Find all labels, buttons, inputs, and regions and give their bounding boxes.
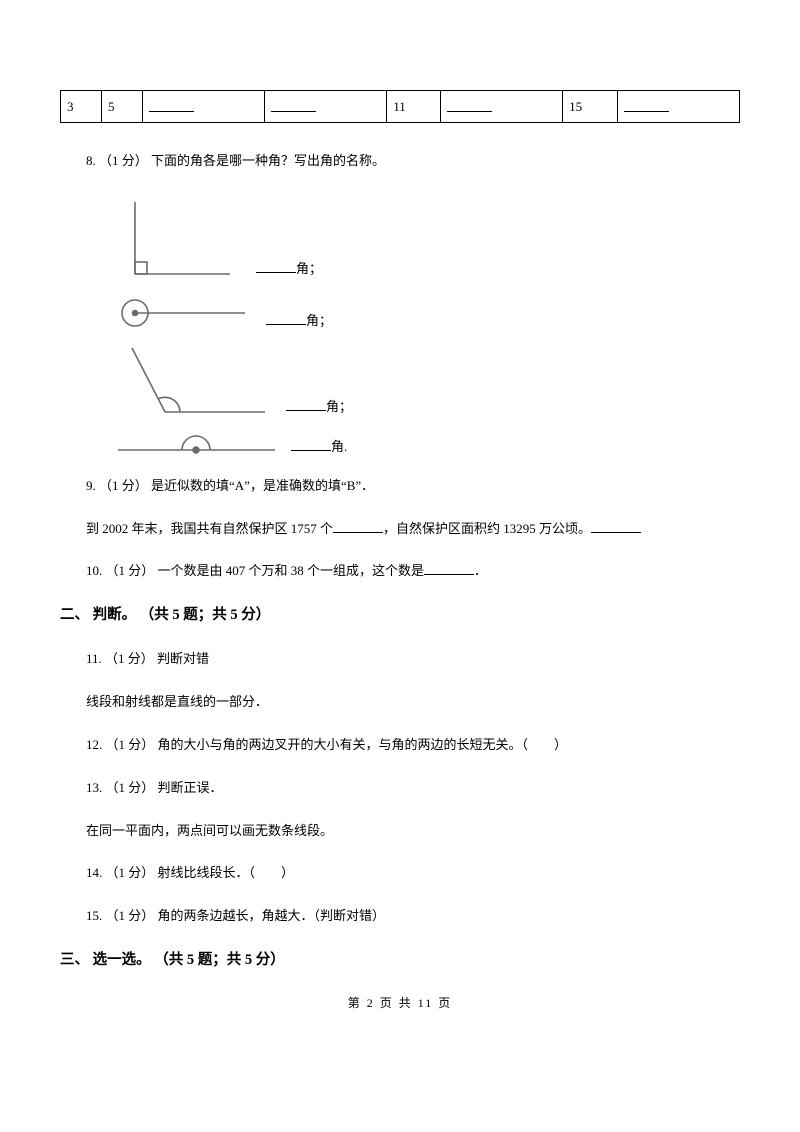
- angle-item-right: 角；: [110, 194, 740, 284]
- angle-label: 角.: [291, 437, 347, 462]
- q-text: ，自然保护区面积约 13295 万公顷。: [383, 521, 591, 536]
- q-text: 判断正误．: [158, 780, 223, 795]
- q-points: （1 分）: [105, 651, 154, 666]
- q-points: （1 分）: [106, 780, 155, 795]
- q-number: 10.: [86, 563, 102, 578]
- blank-input[interactable]: [424, 562, 474, 575]
- section-3-heading: 三、 选一选。 （共 5 题；共 5 分）: [60, 949, 740, 972]
- question-10: 10. （1 分） 一个数是由 407 个万和 38 个一组成，这个数是 ．: [60, 561, 740, 582]
- obtuse-angle-icon: [110, 342, 280, 422]
- q-points: （1 分）: [106, 908, 155, 923]
- q-number: 8.: [86, 153, 96, 168]
- table-cell-blank[interactable]: [617, 91, 739, 123]
- q-number: 11.: [86, 651, 102, 666]
- full-angle-icon: [110, 290, 260, 336]
- question-8: 8. （1 分） 下面的角各是哪一种角？写出角的名称。: [60, 151, 740, 172]
- blank-input[interactable]: [266, 312, 306, 325]
- angle-item-obtuse: 角；: [110, 342, 740, 422]
- q-text: ．: [474, 563, 487, 578]
- page: 3 5 11 15 8. （1 分） 下面的角各是哪一种角？写出角的名称。: [0, 0, 800, 1051]
- question-11: 11. （1 分） 判断对错: [60, 649, 740, 670]
- blank-input[interactable]: [291, 438, 331, 451]
- table-cell-blank[interactable]: [265, 91, 387, 123]
- angle-item-full: 角；: [110, 290, 740, 336]
- q-points: （1 分）: [106, 737, 155, 752]
- question-14: 14. （1 分） 射线比线段长．（ ）: [60, 863, 740, 884]
- blank-input[interactable]: [591, 520, 641, 533]
- q-text: 一个数是由 407 个万和 38 个一组成，这个数是: [158, 563, 425, 578]
- right-angle-icon: [110, 194, 250, 284]
- question-15: 15. （1 分） 角的两条边越长，角越大．（判断对错）: [60, 906, 740, 927]
- q-number: 14.: [86, 865, 102, 880]
- angle-label: 角；: [286, 397, 352, 422]
- q-text: 判断对错: [157, 651, 209, 666]
- angle-label: 角；: [266, 311, 332, 336]
- q-text: 在同一平面内，两点间可以画无数条线段。: [86, 823, 333, 838]
- question-12: 12. （1 分） 角的大小与角的两边叉开的大小有关，与角的两边的长短无关。（ …: [60, 735, 740, 756]
- q-points: （1 分）: [106, 563, 155, 578]
- straight-angle-icon: [110, 428, 285, 462]
- q-number: 15.: [86, 908, 102, 923]
- page-footer: 第 2 页 共 11 页: [60, 994, 740, 1011]
- q-number: 9.: [86, 478, 96, 493]
- question-13-body: 在同一平面内，两点间可以画无数条线段。: [60, 821, 740, 842]
- table-cell-blank[interactable]: [143, 91, 265, 123]
- q-text: 射线比线段长．（ ）: [158, 865, 295, 880]
- q-number: 13.: [86, 780, 102, 795]
- q-text: 角的两条边越长，角越大．（判断对错）: [158, 908, 386, 923]
- sequence-table: 3 5 11 15: [60, 90, 740, 123]
- table-row: 3 5 11 15: [61, 91, 740, 123]
- table-cell: 5: [102, 91, 143, 123]
- question-9: 9. （1 分） 是近似数的填“A”，是准确数的填“B”．: [60, 476, 740, 497]
- angle-suffix: 角；: [326, 399, 352, 414]
- question-13: 13. （1 分） 判断正误．: [60, 778, 740, 799]
- content-area: 8. （1 分） 下面的角各是哪一种角？写出角的名称。 角；: [60, 151, 740, 972]
- angle-figures: 角； 角；: [110, 194, 740, 462]
- section-2-heading: 二、 判断。 （共 5 题；共 5 分）: [60, 604, 740, 627]
- angle-item-straight: 角.: [110, 428, 740, 462]
- q-text: 是近似数的填“A”，是准确数的填“B”．: [151, 478, 374, 493]
- question-9-body: 到 2002 年末，我国共有自然保护区 1757 个 ，自然保护区面积约 1329…: [60, 519, 740, 540]
- table-cell-blank[interactable]: [441, 91, 563, 123]
- q-points: （1 分）: [106, 865, 155, 880]
- blank-input[interactable]: [256, 260, 296, 273]
- question-11-body: 线段和射线都是直线的一部分．: [60, 692, 740, 713]
- q-text: 线段和射线都是直线的一部分．: [86, 694, 268, 709]
- angle-suffix: 角；: [306, 313, 332, 328]
- q-points: （1 分）: [99, 153, 148, 168]
- blank-input[interactable]: [286, 398, 326, 411]
- table-cell: 3: [61, 91, 102, 123]
- q-number: 12.: [86, 737, 102, 752]
- angle-label: 角；: [256, 259, 322, 284]
- table-cell: 15: [563, 91, 618, 123]
- blank-input[interactable]: [333, 520, 383, 533]
- q-text: 角的大小与角的两边叉开的大小有关，与角的两边的长短无关。（ ）: [158, 737, 568, 752]
- angle-suffix: 角.: [331, 439, 347, 454]
- table-cell: 11: [387, 91, 441, 123]
- q-text: 下面的角各是哪一种角？写出角的名称。: [151, 153, 385, 168]
- q-points: （1 分）: [99, 478, 148, 493]
- q-text: 到 2002 年末，我国共有自然保护区 1757 个: [86, 521, 333, 536]
- angle-suffix: 角；: [296, 261, 322, 276]
